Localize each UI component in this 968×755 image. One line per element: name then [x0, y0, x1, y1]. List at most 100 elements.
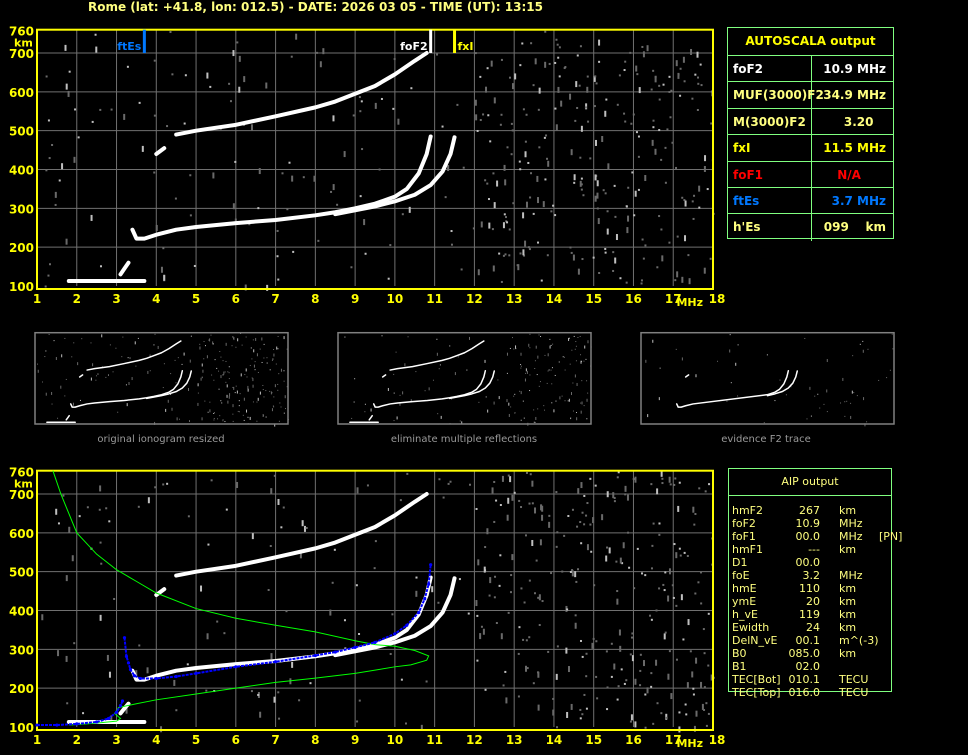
noise-pixel [364, 252, 367, 255]
aip-row-hmf1: hmF1 --- km [732, 543, 932, 556]
noise-pixel [563, 534, 566, 537]
noise-pixel [468, 336, 470, 340]
noise-pixel [629, 720, 632, 723]
noise-pixel [692, 693, 695, 696]
noise-pixel [616, 590, 619, 593]
noise-pixel [535, 416, 537, 420]
x-tick-label: 2 [73, 733, 81, 747]
noise-pixel [54, 191, 57, 198]
fitted-trace-point [373, 640, 377, 644]
noise-pixel [570, 418, 572, 420]
noise-pixel [555, 124, 558, 131]
electron-density-profile [52, 470, 430, 726]
noise-pixel [595, 675, 598, 678]
noise-pixel [668, 650, 671, 653]
y-tick-label: 400 [9, 605, 34, 619]
noise-pixel [577, 268, 580, 275]
noise-pixel [64, 395, 66, 397]
noise-pixel [245, 336, 247, 338]
noise-pixel [629, 653, 632, 656]
noise-pixel [225, 342, 227, 346]
noise-pixel [129, 357, 131, 359]
x-tick-label: 13 [506, 733, 523, 747]
noise-pixel [535, 345, 537, 349]
noise-pixel [279, 402, 281, 404]
noise-pixel [410, 87, 413, 90]
fitted-trace-point [106, 716, 111, 721]
noise-pixel [652, 69, 655, 72]
aip-extra [879, 621, 909, 634]
noise-pixel [203, 358, 205, 360]
noise-pixel [289, 678, 292, 685]
noise-pixel [586, 380, 588, 382]
noise-pixel [536, 671, 539, 674]
noise-pixel [616, 103, 619, 106]
noise-pixel [472, 227, 475, 230]
noise-pixel [537, 596, 540, 599]
noise-pixel [271, 359, 273, 361]
noise-pixel [552, 709, 555, 716]
noise-pixel [169, 31, 172, 34]
x-tick-label: 7 [271, 292, 279, 306]
noise-pixel [436, 352, 438, 356]
aip-row-hme: hmE 110 km [732, 582, 932, 595]
echo-trace-1 [766, 370, 799, 397]
noise-pixel [497, 379, 499, 381]
noise-pixel [476, 659, 479, 662]
noise-pixel [406, 472, 409, 475]
aip-value: 3.2 [802, 569, 821, 582]
noise-pixel [319, 61, 322, 68]
noise-pixel [283, 380, 285, 382]
noise-pixel [548, 62, 551, 65]
x-tick-label: 8 [311, 292, 319, 306]
noise-pixel [239, 393, 241, 395]
echo-trace-1 [145, 370, 193, 400]
noise-pixel [489, 577, 492, 584]
noise-pixel [524, 151, 527, 158]
noise-pixel [252, 401, 254, 403]
noise-pixel [273, 474, 276, 477]
x-tick-label: 9 [351, 733, 359, 747]
aip-param: hmE [732, 582, 757, 595]
noise-pixel [255, 337, 257, 341]
thumbnail-caption-original: original ionogram resized [97, 434, 225, 445]
noise-pixel [57, 522, 60, 525]
noise-pixel [697, 76, 700, 79]
noise-pixel [576, 417, 578, 421]
noise-pixel [263, 357, 265, 359]
aip-row-tec-bot-: TEC[Bot] 010.1 TECU [732, 673, 932, 686]
noise-pixel [537, 108, 540, 111]
x-tick-label: 16 [625, 733, 642, 747]
noise-pixel [583, 494, 586, 497]
noise-pixel [523, 254, 526, 257]
noise-pixel [374, 102, 377, 109]
noise-pixel [460, 268, 463, 271]
x-tick-label: 17 [665, 733, 682, 747]
noise-pixel [220, 375, 222, 379]
noise-pixel [265, 416, 267, 418]
noise-pixel [651, 544, 654, 547]
x-tick-label: 14 [546, 733, 563, 747]
noise-pixel [166, 125, 169, 128]
noise-pixel [58, 179, 61, 182]
noise-pixel [631, 655, 634, 662]
noise-pixel [146, 667, 149, 674]
noise-pixel [205, 689, 208, 692]
x-tick-label: 4 [152, 292, 160, 306]
noise-pixel [580, 482, 583, 489]
noise-pixel [431, 586, 434, 593]
aip-value: 00.0 [795, 556, 821, 569]
noise-pixel [175, 382, 177, 384]
noise-pixel [437, 413, 439, 415]
noise-pixel [174, 359, 176, 361]
noise-pixel [570, 703, 573, 710]
x-tick-label: 3 [112, 733, 120, 747]
noise-pixel [668, 75, 671, 78]
noise-pixel [700, 681, 703, 688]
noise-pixel [99, 108, 102, 111]
noise-pixel [730, 382, 732, 384]
noise-pixel [228, 372, 230, 374]
noise-pixel [552, 697, 555, 700]
noise-pixel [493, 520, 496, 523]
noise-pixel [95, 379, 97, 381]
